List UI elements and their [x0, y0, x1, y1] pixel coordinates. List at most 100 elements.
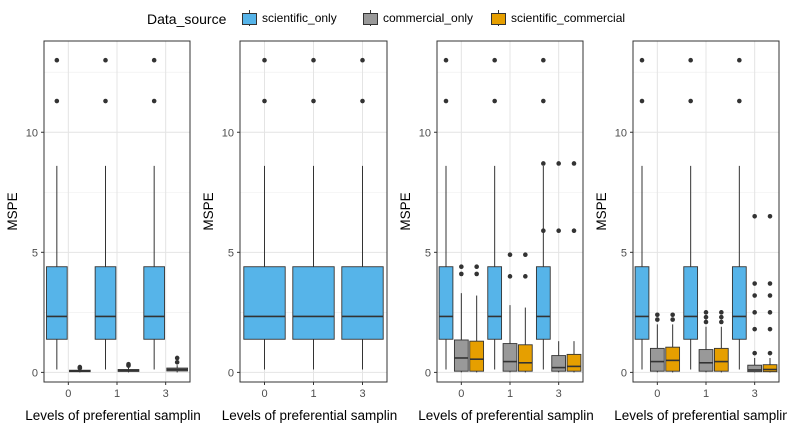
outlier-point: [459, 271, 464, 277]
box-commercial-only-3: [166, 355, 188, 373]
outlier-point: [639, 57, 645, 63]
box-scientific-only-1: [94, 57, 117, 370]
box-rect: [634, 266, 650, 340]
outlier-point: [703, 314, 709, 320]
box-rect: [517, 344, 533, 372]
outlier-point: [459, 264, 464, 270]
box-commercial-only-0: [649, 312, 665, 373]
box-scientific-commercial-0: [665, 312, 681, 373]
outlier-point: [752, 310, 757, 315]
legend-label: commercial_only: [383, 11, 474, 25]
outlier-point: [541, 98, 546, 104]
box-rect: [566, 353, 582, 372]
outlier-point: [571, 228, 577, 234]
outlier-point: [262, 57, 267, 63]
outlier-point: [443, 57, 449, 63]
box-scientific-only-1: [683, 57, 699, 370]
panel-1: 0 5 10 0 1 3 Levels of preferential samplin MSP…: [5, 40, 201, 423]
y-axis-title: MSPE: [594, 192, 609, 230]
box-scientific-only-0: [634, 57, 650, 370]
box-rect: [535, 266, 551, 340]
outlier-point: [688, 57, 693, 63]
outlier-point: [77, 365, 83, 371]
outlier-point: [474, 271, 479, 277]
x-tick-label: 1: [310, 388, 316, 400]
x-tick-label: 0: [261, 388, 267, 400]
outlier-point: [737, 98, 742, 104]
outlier-point: [752, 293, 757, 298]
outlier-point: [103, 98, 108, 104]
legend-label: scientific_only: [262, 11, 337, 25]
outlier-point: [262, 98, 267, 104]
box-scientific-commercial-3: [762, 214, 778, 373]
outlier-point: [523, 274, 528, 279]
box-rect: [94, 266, 117, 340]
box-commercial-only-3: [747, 214, 763, 373]
y-axis-title: MSPE: [398, 192, 413, 230]
box-scientific-commercial-3: [566, 161, 582, 373]
x-tick-label: 1: [114, 388, 120, 400]
box-rect: [731, 266, 747, 340]
outlier-point: [719, 319, 724, 325]
x-tick-label: 0: [65, 388, 71, 400]
y-tick-label: 10: [615, 127, 627, 139]
legend: Data_source scientific_only commercial_o…: [0, 0, 787, 36]
box-rect: [469, 340, 485, 372]
box-rect: [762, 364, 778, 373]
outlier-point: [523, 252, 528, 258]
box-rect: [453, 339, 469, 372]
box-commercial-only-1: [698, 310, 714, 373]
panel-3: 0 5 10 0 1 3 Levels of preferential samplin MSP…: [398, 40, 594, 423]
outlier-point: [474, 264, 479, 270]
box-rect: [665, 346, 681, 372]
box-rect: [487, 266, 503, 340]
outlier-point: [737, 57, 742, 63]
y-axis-title: MSPE: [5, 192, 20, 230]
box-scientific-commercial-0: [469, 264, 485, 373]
outlier-point: [541, 161, 546, 166]
panel-4: 0 5 10 0 1 3 Levels of preferential samplin MSP…: [594, 40, 787, 423]
box-rect: [46, 266, 68, 340]
outlier-point: [719, 314, 724, 320]
outlier-point: [767, 293, 773, 298]
outlier-point: [311, 57, 316, 63]
box-commercial-only-0: [453, 264, 469, 373]
box-scientific-only-0: [243, 57, 286, 370]
y-axis-title: MSPE: [201, 192, 216, 230]
y-tick-label: 5: [228, 247, 234, 259]
box-rect: [649, 347, 665, 372]
outlier-point: [655, 317, 660, 322]
outlier-point: [752, 350, 757, 356]
y-tick-label: 0: [228, 367, 234, 379]
x-axis-title: Levels of preferential samplin: [25, 408, 201, 423]
y-tick-label: 10: [222, 127, 234, 139]
outlier-point: [151, 98, 157, 104]
x-axis-title: Levels of preferential samplin: [222, 408, 398, 423]
y-tick-label: 0: [621, 367, 627, 379]
x-tick-label: 3: [359, 388, 365, 400]
x-tick-label: 0: [458, 388, 464, 400]
legend-item-commercial-only: commercial_only: [362, 10, 473, 26]
box-rect: [698, 349, 714, 372]
outlier-point: [556, 161, 561, 166]
outlier-point: [571, 161, 577, 166]
x-tick-label: 3: [752, 388, 758, 400]
outlier-point: [360, 98, 365, 104]
y-tick-label: 5: [425, 247, 431, 259]
box-rect: [713, 347, 729, 372]
outlier-point: [767, 310, 773, 315]
x-axis-title: Levels of preferential samplin: [418, 408, 594, 423]
outlier-point: [639, 98, 645, 104]
box-scientific-only-3: [341, 57, 384, 370]
box-commercial-only-1: [502, 252, 518, 373]
outlier-point: [126, 361, 131, 367]
legend-key-icon: [241, 10, 257, 26]
y-tick-label: 5: [621, 247, 627, 259]
x-tick-label: 3: [556, 388, 562, 400]
outlier-point: [174, 355, 180, 361]
outlier-point: [655, 312, 660, 318]
outlier-point: [541, 228, 546, 234]
outlier-point: [492, 57, 497, 63]
box-scientific-only-1: [292, 57, 335, 370]
outlier-point: [492, 98, 497, 104]
